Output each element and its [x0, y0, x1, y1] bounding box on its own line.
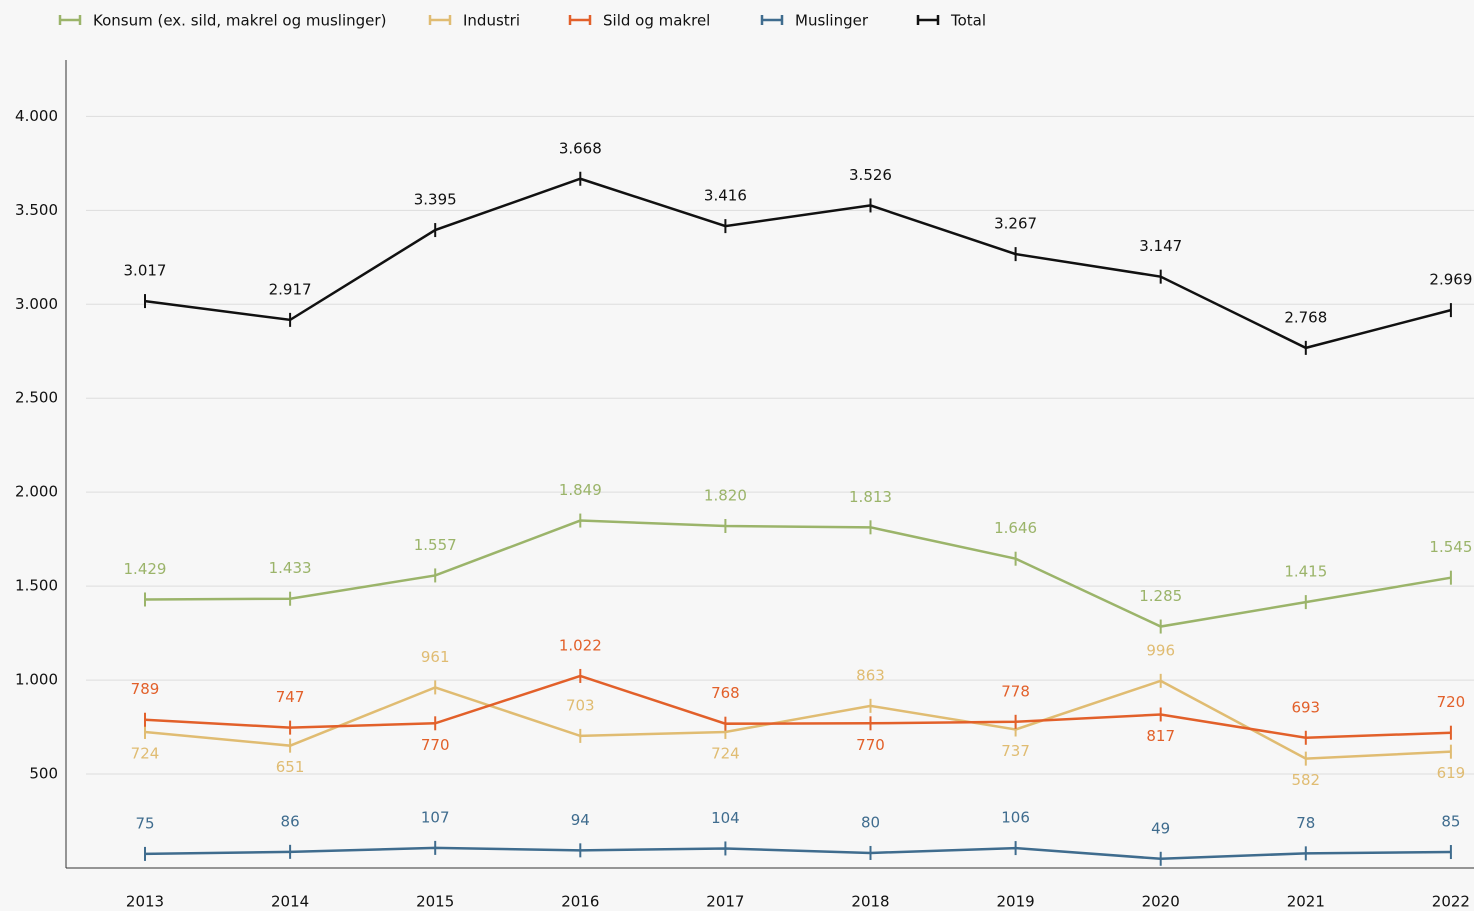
y-tick-label: 3.000 [15, 295, 58, 313]
data-label: 770 [421, 736, 450, 754]
data-label: 104 [711, 809, 740, 827]
series-line [144, 519, 1452, 628]
legend-label: Total [950, 12, 986, 30]
data-label: 619 [1437, 764, 1466, 782]
data-label: 94 [571, 811, 590, 829]
data-label: 724 [131, 744, 160, 762]
data-label: 778 [1001, 682, 1030, 700]
data-label: 789 [131, 680, 160, 698]
data-label: 724 [711, 744, 740, 762]
legend-label: Sild og makrel [603, 12, 710, 30]
data-label: 1.415 [1284, 563, 1327, 581]
data-label: 1.429 [124, 560, 167, 578]
data-label: 3.668 [559, 139, 602, 157]
data-label: 961 [421, 648, 450, 666]
series-line [144, 679, 1451, 760]
y-tick-label: 3.500 [15, 201, 58, 219]
data-label: 78 [1296, 814, 1315, 832]
data-label: 86 [281, 812, 300, 830]
data-label: 1.820 [704, 487, 747, 505]
data-label: 85 [1441, 813, 1460, 831]
x-tick-label: 2020 [1142, 893, 1180, 911]
data-label: 1.813 [849, 488, 892, 506]
data-label: 106 [1001, 809, 1030, 827]
data-label: 1.557 [414, 536, 457, 554]
legend-marker [568, 15, 592, 25]
data-label: 3.395 [414, 191, 457, 209]
data-label: 747 [276, 688, 305, 706]
y-tick-label: 4.000 [15, 107, 58, 125]
x-tick-label: 2016 [561, 893, 599, 911]
data-label: 1.433 [269, 559, 312, 577]
y-tick-label: 500 [29, 765, 58, 783]
data-label: 3.267 [994, 215, 1037, 233]
legend-label: Konsum (ex. sild, makrel og muslinger) [93, 12, 386, 30]
y-tick-label: 1.500 [15, 577, 58, 595]
data-label: 3.526 [849, 166, 892, 184]
x-tick-label: 2015 [416, 893, 454, 911]
data-label: 863 [856, 666, 885, 684]
data-label: 1.849 [559, 481, 602, 499]
legend-marker [58, 15, 82, 25]
series-line [144, 674, 1451, 740]
x-tick-label: 2022 [1432, 893, 1470, 911]
x-tick-label: 2019 [997, 893, 1035, 911]
x-tick-label: 2018 [851, 893, 889, 911]
data-label: 1.545 [1429, 538, 1472, 556]
data-label: 80 [861, 813, 880, 831]
series-line [144, 846, 1451, 861]
legend-label: Muslinger [795, 12, 869, 30]
data-label: 49 [1151, 819, 1170, 837]
data-label: 3.416 [704, 187, 747, 205]
data-label: 720 [1437, 693, 1466, 711]
data-label: 582 [1291, 771, 1320, 789]
data-label: 1.646 [994, 519, 1037, 537]
data-label: 3.017 [124, 262, 167, 280]
data-label: 651 [276, 758, 305, 776]
data-label: 2.969 [1429, 271, 1472, 289]
data-label: 1.285 [1139, 587, 1182, 605]
data-label: 996 [1146, 641, 1175, 659]
data-label: 107 [421, 808, 450, 826]
data-label: 703 [566, 696, 595, 714]
data-label: 768 [711, 684, 740, 702]
data-label: 75 [135, 814, 154, 832]
data-label: 817 [1146, 727, 1175, 745]
y-tick-label: 1.000 [15, 671, 58, 689]
x-tick-label: 2014 [271, 893, 309, 911]
data-label: 1.022 [559, 636, 602, 654]
legend-marker [760, 15, 784, 25]
legend-label: Industri [463, 12, 520, 30]
legend-marker [428, 15, 452, 25]
data-label: 2.917 [269, 280, 312, 298]
data-label: 770 [856, 736, 885, 754]
y-tick-label: 2.000 [15, 483, 58, 501]
data-label: 2.768 [1284, 308, 1327, 326]
x-tick-label: 2017 [706, 893, 744, 911]
y-tick-label: 2.500 [15, 389, 58, 407]
data-label: 3.147 [1139, 237, 1182, 255]
data-label: 737 [1001, 742, 1030, 760]
legend-marker [916, 15, 940, 25]
data-label: 693 [1291, 698, 1320, 716]
x-tick-label: 2013 [126, 893, 164, 911]
series-line [144, 177, 1452, 350]
x-tick-label: 2021 [1287, 893, 1325, 911]
